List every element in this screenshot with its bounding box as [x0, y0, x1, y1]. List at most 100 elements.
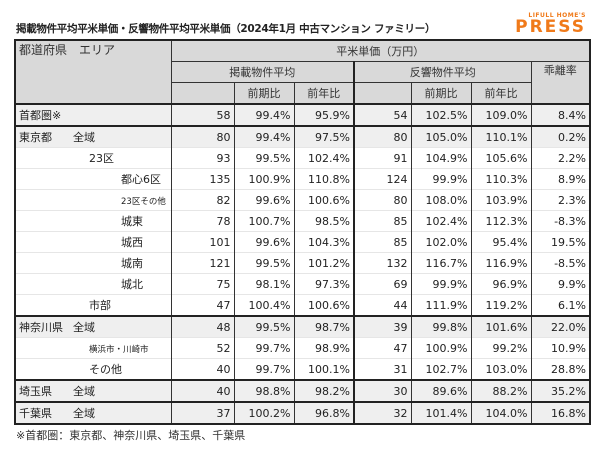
- header-blank: [170, 82, 235, 105]
- area: 城西: [121, 236, 143, 249]
- inquiry-qoq: 102.7%: [410, 358, 471, 380]
- inquiry-qoq: 116.7%: [410, 252, 471, 274]
- listed-avg: 47: [170, 294, 234, 316]
- listed-avg: 93: [170, 147, 234, 169]
- listed-avg: 75: [170, 273, 234, 295]
- table-row: 首都圏※ 58 99.4% 95.9% 54 102.5% 109.0% 8.4%: [15, 103, 590, 126]
- listed-yoy: 100.6%: [293, 294, 354, 316]
- row-label: 横浜市・川崎市: [15, 337, 171, 359]
- inquiry-yoy: 103.9%: [470, 189, 531, 211]
- header-listed: 掲載物件平均: [170, 61, 355, 83]
- inquiry-yoy: 110.1%: [470, 125, 531, 148]
- row-label: 23区その他: [15, 189, 171, 211]
- inquiry-yoy: 110.3%: [470, 168, 531, 190]
- listed-yoy: 101.2%: [293, 252, 354, 274]
- table-row: 都心6区 135 100.9% 110.8% 124 99.9% 110.3% 8.9%: [15, 168, 590, 190]
- table-row: 千葉県 全域 37 100.2% 96.8% 32 101.4% 104.0% 16.8%: [15, 401, 590, 424]
- header-yoy: 前年比: [470, 82, 532, 105]
- listed-qoq: 98.8%: [233, 379, 294, 402]
- inquiry-yoy: 99.2%: [470, 337, 531, 359]
- inquiry-qoq: 100.9%: [410, 337, 471, 359]
- row-label: 東京都 全域: [15, 125, 171, 148]
- inquiry-yoy: 105.6%: [470, 147, 531, 169]
- listed-qoq: 100.9%: [233, 168, 294, 190]
- inquiry-avg: 39: [353, 315, 411, 338]
- header-blank: [353, 82, 412, 105]
- inquiry-qoq: 99.9%: [410, 273, 471, 295]
- header-unit: 平米単価（万円）: [170, 39, 591, 62]
- table-row: その他 40 99.7% 100.1% 31 102.7% 103.0% 28.8%: [15, 358, 590, 380]
- listed-qoq: 99.7%: [233, 358, 294, 380]
- inquiry-qoq: 108.0%: [410, 189, 471, 211]
- gap-rate: 35.2%: [530, 379, 590, 402]
- table-row: 市部 47 100.4% 100.6% 44 111.9% 119.2% 6.1%: [15, 294, 590, 316]
- inquiry-yoy: 112.3%: [470, 210, 531, 232]
- listed-yoy: 100.1%: [293, 358, 354, 380]
- prefecture: 埼玉県: [19, 385, 52, 398]
- row-label: 市部: [15, 294, 171, 316]
- listed-avg: 40: [170, 379, 234, 402]
- gap-rate: 28.8%: [530, 358, 590, 380]
- listed-yoy: 98.2%: [293, 379, 354, 402]
- prefecture: 東京都: [19, 131, 52, 144]
- gap-rate: -8.5%: [530, 252, 590, 274]
- listed-qoq: 99.4%: [233, 125, 294, 148]
- listed-avg: 52: [170, 337, 234, 359]
- inquiry-qoq: 89.6%: [410, 379, 471, 402]
- area: 全域: [73, 321, 95, 334]
- table-row: 23区その他 82 99.6% 100.6% 80 108.0% 103.9% 2.3%: [15, 189, 590, 211]
- inquiry-avg: 30: [353, 379, 411, 402]
- listed-yoy: 97.3%: [293, 273, 354, 295]
- listed-qoq: 99.6%: [233, 231, 294, 253]
- listed-qoq: 100.4%: [233, 294, 294, 316]
- listed-qoq: 99.4%: [233, 103, 294, 126]
- area: 都心6区: [121, 173, 161, 186]
- inquiry-avg: 44: [353, 294, 411, 316]
- inquiry-avg: 85: [353, 231, 411, 253]
- gap-rate: 6.1%: [530, 294, 590, 316]
- listed-yoy: 95.9%: [293, 103, 354, 126]
- logo-big-text: PRESS: [515, 17, 586, 37]
- inquiry-avg: 80: [353, 125, 411, 148]
- listed-yoy: 97.5%: [293, 125, 354, 148]
- listed-yoy: 96.8%: [293, 401, 354, 424]
- table-row: 城北 75 98.1% 97.3% 69 99.9% 96.9% 9.9%: [15, 273, 590, 295]
- table-row: 神奈川県 全域 48 99.5% 98.7% 39 99.8% 101.6% 22.0%: [15, 315, 590, 338]
- header-inquiry: 反響物件平均: [353, 61, 532, 83]
- table-row: 城南 121 99.5% 101.2% 132 116.7% 116.9% -8.5%: [15, 252, 590, 274]
- area: 市部: [89, 299, 111, 312]
- lifull-press-logo: LIFULL HOME'S PRESS: [515, 12, 586, 36]
- listed-qoq: 99.5%: [233, 147, 294, 169]
- gap-rate: 8.4%: [530, 103, 590, 126]
- prefecture: 神奈川県: [19, 321, 63, 334]
- row-label: 23区: [15, 147, 171, 169]
- area: 城東: [121, 215, 143, 228]
- gap-rate: 2.2%: [530, 147, 590, 169]
- inquiry-avg: 80: [353, 189, 411, 211]
- inquiry-avg: 85: [353, 210, 411, 232]
- listed-yoy: 110.8%: [293, 168, 354, 190]
- gap-rate: 16.8%: [530, 401, 590, 424]
- listed-qoq: 99.5%: [233, 315, 294, 338]
- inquiry-yoy: 95.4%: [470, 231, 531, 253]
- inquiry-qoq: 102.5%: [410, 103, 471, 126]
- row-label: 城北: [15, 273, 171, 295]
- row-label: 首都圏※: [15, 103, 171, 126]
- listed-yoy: 102.4%: [293, 147, 354, 169]
- table-row: 城東 78 100.7% 98.5% 85 102.4% 112.3% -8.3%: [15, 210, 590, 232]
- inquiry-qoq: 104.9%: [410, 147, 471, 169]
- inquiry-yoy: 109.0%: [470, 103, 531, 126]
- area: 全域: [73, 385, 95, 398]
- row-label: 城東: [15, 210, 171, 232]
- table-row: 東京都 全域 80 99.4% 97.5% 80 105.0% 110.1% 0.2%: [15, 125, 590, 148]
- logo-small-text: LIFULL HOME'S: [528, 12, 586, 19]
- listed-qoq: 99.5%: [233, 252, 294, 274]
- inquiry-qoq: 101.4%: [410, 401, 471, 424]
- inquiry-qoq: 102.4%: [410, 210, 471, 232]
- listed-qoq: 99.6%: [233, 189, 294, 211]
- prefecture: 千葉県: [19, 407, 52, 420]
- area: その他: [89, 363, 122, 376]
- gap-rate: 2.3%: [530, 189, 590, 211]
- listed-yoy: 98.7%: [293, 315, 354, 338]
- header-area: 都道府県 エリア: [14, 39, 172, 105]
